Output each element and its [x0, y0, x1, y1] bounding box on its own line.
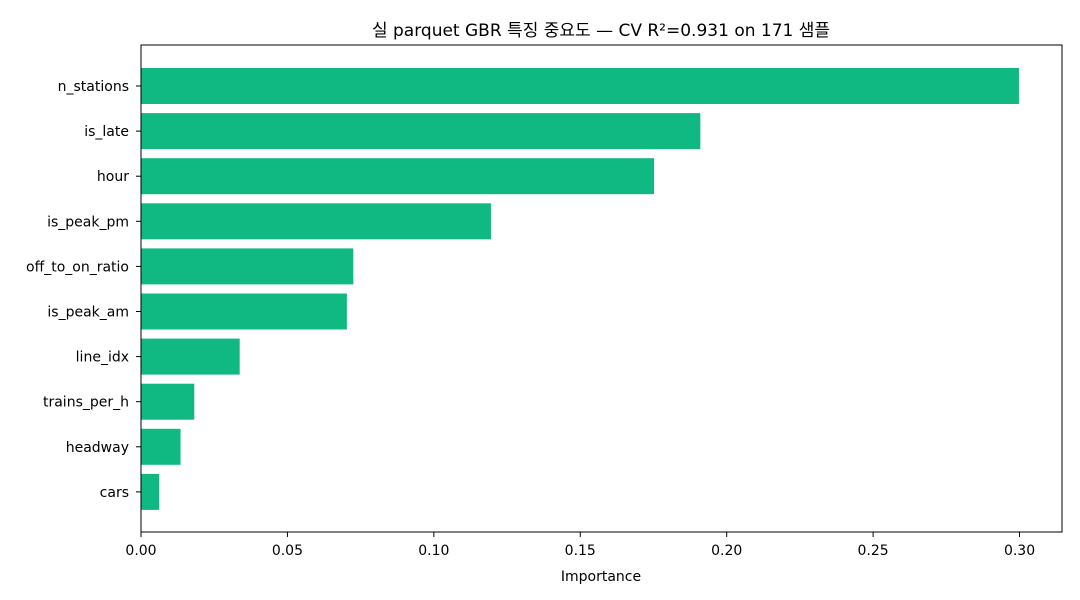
y-tick-label: is_peak_am — [47, 305, 129, 321]
x-axis-label: Importance — [561, 569, 641, 585]
x-tick-label: 0.25 — [858, 543, 889, 559]
bar-cars — [141, 473, 160, 510]
y-tick-label: trains_per_h — [43, 395, 129, 411]
plot-frame — [140, 44, 1063, 533]
y-tick-label: cars — [100, 485, 129, 501]
y-tick-label: n_stations — [58, 79, 129, 95]
y-tick-label: headway — [66, 440, 129, 456]
bar-hour — [141, 158, 655, 195]
y-tick-label: is_late — [84, 124, 129, 140]
bar-n_stations — [141, 68, 1019, 104]
x-tick-label: 0.10 — [418, 543, 449, 559]
x-tick-label: 0.30 — [1004, 543, 1035, 559]
x-tick-label: 0.15 — [565, 543, 596, 559]
bar-is_peak_am — [141, 293, 347, 330]
y-tick-label: line_idx — [76, 350, 129, 366]
x-tick-label: 0.00 — [125, 543, 156, 559]
y-tick-label: hour — [97, 169, 129, 185]
bar-off_to_on_ratio — [141, 248, 354, 285]
bar-trains_per_h — [141, 383, 195, 420]
bar-group — [141, 68, 1019, 510]
bar-line_idx — [141, 338, 240, 375]
y-tick-label: is_peak_pm — [47, 214, 129, 230]
bar-headway — [141, 428, 181, 465]
bar-is_peak_pm — [141, 203, 491, 240]
x-axis-ticks: 0.00 0.05 0.10 0.15 0.20 0.25 0.30 — [125, 532, 1035, 559]
x-tick-label: 0.05 — [272, 543, 303, 559]
chart-title: 실 parquet GBR 특징 중요도 — CV R²=0.931 on 17… — [372, 21, 830, 41]
bar-is_late — [141, 113, 701, 150]
x-tick-label: 0.20 — [711, 543, 742, 559]
y-tick-label: off_to_on_ratio — [26, 259, 129, 275]
